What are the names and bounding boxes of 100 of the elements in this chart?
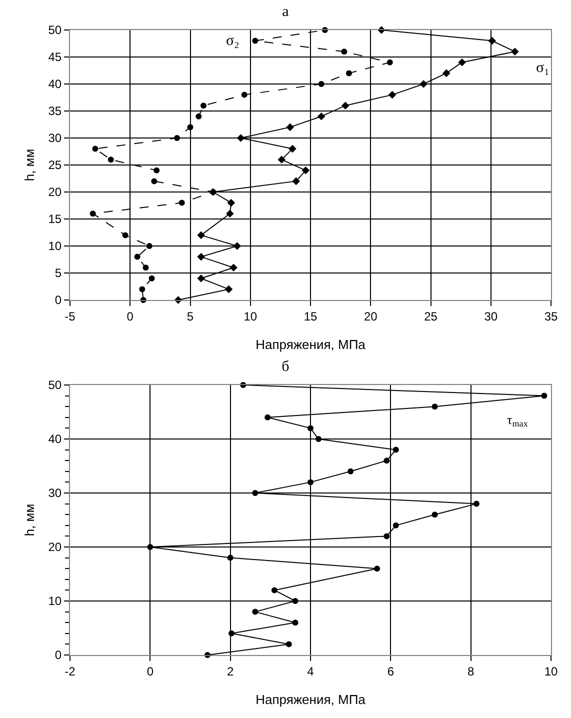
point <box>264 414 271 420</box>
point <box>196 113 202 120</box>
x-axis-title: Напряжения, МПа <box>256 692 366 707</box>
point <box>318 81 324 87</box>
x-tick-label: -2 <box>64 664 76 678</box>
point <box>278 156 286 164</box>
point <box>92 146 98 152</box>
point <box>108 156 114 163</box>
point <box>384 458 390 464</box>
point <box>151 178 158 184</box>
point <box>292 598 298 604</box>
point <box>139 286 146 292</box>
point <box>286 641 292 648</box>
point <box>292 177 300 186</box>
point <box>174 135 180 141</box>
point <box>392 522 399 528</box>
point <box>308 425 314 432</box>
series-label: σ₂ <box>226 33 240 49</box>
y-tick-label: 50 <box>48 23 62 38</box>
point <box>226 210 234 218</box>
point <box>90 210 96 217</box>
point <box>420 80 428 88</box>
point <box>233 242 242 250</box>
point <box>317 112 326 120</box>
series-label: σ₁ <box>536 60 550 76</box>
y-tick-label: 15 <box>48 212 62 226</box>
x-tick-label: 0 <box>146 664 154 678</box>
point <box>458 58 466 66</box>
point <box>288 144 296 153</box>
y-tick-label: 10 <box>48 594 62 608</box>
point <box>230 264 238 272</box>
x-tick-label: 10 <box>244 309 258 324</box>
point <box>346 70 352 76</box>
x-tick-label: 15 <box>304 309 318 324</box>
y-tick-label: 40 <box>48 432 62 446</box>
point <box>252 608 258 615</box>
y-tick-label: 20 <box>48 540 62 554</box>
series-label: τ$_{max}$ <box>507 412 528 429</box>
point <box>541 392 548 399</box>
point <box>147 544 154 550</box>
point <box>227 554 234 561</box>
point <box>384 533 390 540</box>
y-tick-label: 30 <box>48 486 62 500</box>
x-tick-label: 25 <box>424 309 438 324</box>
y-tick-label: 35 <box>48 104 62 118</box>
point <box>292 620 298 626</box>
point <box>341 102 350 110</box>
point <box>197 252 205 261</box>
x-tick-label: 8 <box>467 664 474 678</box>
point <box>197 274 205 282</box>
y-tick-label: 45 <box>48 50 62 64</box>
x-tick-label: 2 <box>226 664 234 678</box>
point <box>252 38 258 44</box>
x-tick-label: 0 <box>126 309 134 324</box>
point <box>154 167 160 174</box>
point <box>432 404 438 410</box>
x-tick-label: 30 <box>484 309 498 324</box>
point <box>197 231 205 240</box>
x-tick-label: 6 <box>387 664 394 678</box>
x-tick-label: -5 <box>64 309 76 324</box>
y-tick-label: 25 <box>48 158 62 172</box>
point <box>146 243 152 249</box>
chart-title: б <box>282 358 290 375</box>
point <box>316 436 322 442</box>
point <box>392 446 399 453</box>
point <box>374 566 380 572</box>
y-tick-label: 0 <box>54 648 62 662</box>
point <box>227 198 236 207</box>
y-tick-label: 50 <box>48 378 62 392</box>
point <box>148 275 155 282</box>
point <box>386 59 393 66</box>
chart-title: а <box>282 4 290 20</box>
point <box>241 92 248 98</box>
point <box>122 232 128 238</box>
y-tick-label: 10 <box>48 239 62 254</box>
point <box>302 166 310 174</box>
point <box>432 512 438 518</box>
point <box>473 500 480 507</box>
point <box>348 468 354 474</box>
point <box>178 200 185 206</box>
x-axis-title: Напряжения, МПа <box>256 337 366 352</box>
point <box>511 48 519 56</box>
y-axis-title: h, мм <box>22 504 37 536</box>
x-tick-label: 35 <box>544 309 558 324</box>
y-tick-label: 40 <box>48 77 62 92</box>
x-tick-label: 5 <box>186 309 194 324</box>
point <box>271 587 278 594</box>
point <box>286 123 294 132</box>
y-tick-label: 5 <box>54 266 62 280</box>
y-tick-label: 0 <box>54 293 62 308</box>
y-tick-label: 20 <box>48 185 62 200</box>
x-tick-label: 20 <box>364 309 378 324</box>
point <box>187 124 194 130</box>
point <box>488 36 496 45</box>
point <box>224 285 233 294</box>
y-axis-title: h, мм <box>22 148 37 182</box>
point <box>252 490 258 496</box>
point <box>200 102 206 109</box>
point <box>308 479 314 486</box>
point <box>388 90 396 99</box>
